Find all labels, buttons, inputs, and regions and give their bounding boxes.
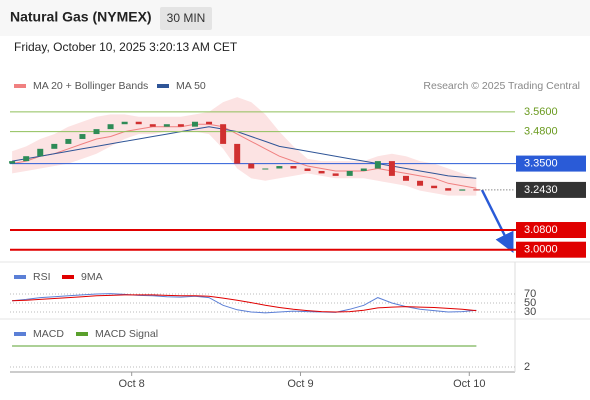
candle (37, 148, 44, 157)
series-line (12, 294, 477, 313)
y-tick-label: 50 (524, 297, 536, 309)
y-tick-label: 30 (524, 306, 536, 318)
legend-swatch (76, 332, 88, 336)
candle (459, 189, 466, 191)
level-label: 3.5600 (524, 106, 558, 118)
x-tick-label: Oct 9 (287, 378, 313, 390)
candle (262, 168, 269, 170)
level-label: 3.2430 (524, 184, 558, 196)
moving-average (12, 123, 477, 189)
level-label: 3.4800 (524, 125, 558, 137)
x-tick-label: Oct 10 (453, 378, 485, 390)
candle (23, 156, 30, 162)
candle (107, 124, 114, 130)
candle (248, 163, 255, 169)
chart-title: Natural Gas (NYMEX) (10, 9, 152, 25)
candle (290, 166, 297, 169)
legend-label: MACD (33, 328, 64, 340)
candle (121, 121, 128, 125)
candle (163, 124, 170, 127)
candle (445, 188, 452, 191)
y-tick-label: 70 (524, 288, 536, 300)
candle (304, 168, 311, 171)
candle (9, 161, 16, 164)
candle (206, 121, 213, 125)
legend-swatch (14, 275, 26, 279)
level-box (516, 222, 586, 239)
candle (135, 121, 142, 125)
legend-label: MA 20 + Bollinger Bands (33, 80, 148, 92)
candle (332, 173, 339, 176)
level-box (516, 155, 586, 172)
candle (417, 180, 424, 186)
level-box (516, 181, 586, 198)
legend-label: MA 50 (176, 80, 206, 92)
level-label: 3.0000 (524, 244, 558, 256)
candle (318, 170, 325, 174)
credit: Research © 2025 Trading Central (423, 80, 580, 92)
forecast-arrow (480, 189, 514, 253)
y-tick-label: 2 (524, 361, 530, 373)
candle (191, 121, 198, 127)
timestamp: Friday, October 10, 2025 3:20:13 AM CET (14, 40, 238, 54)
interval-badge[interactable] (160, 7, 212, 30)
candle (402, 175, 409, 181)
candle (374, 161, 381, 169)
candle (388, 161, 395, 176)
candle (51, 143, 58, 149)
candle (79, 134, 86, 139)
interval-label: 30 MIN (167, 11, 206, 25)
legend-label: MACD Signal (95, 328, 158, 340)
candle (276, 166, 283, 169)
candle (473, 189, 480, 191)
level-label: 3.3500 (524, 157, 558, 169)
candle (93, 129, 100, 135)
candle (346, 170, 353, 176)
candle (360, 168, 367, 171)
legend-swatch (14, 332, 26, 336)
legend-label: 9MA (81, 271, 103, 283)
moving-average (12, 126, 477, 179)
header-bar (0, 0, 590, 36)
candle (431, 185, 438, 189)
candle (177, 124, 184, 127)
level-label: 3.0800 (524, 224, 558, 236)
candle (234, 143, 241, 164)
legend-swatch (157, 84, 169, 88)
legend-swatch (62, 275, 74, 279)
series-line (12, 293, 477, 314)
legend-swatch (14, 84, 26, 88)
x-tick-label: Oct 8 (119, 378, 145, 390)
legend-label: RSI (33, 271, 51, 283)
level-box (516, 241, 586, 258)
candle (149, 124, 156, 127)
candle (220, 124, 227, 144)
candle (65, 138, 72, 144)
